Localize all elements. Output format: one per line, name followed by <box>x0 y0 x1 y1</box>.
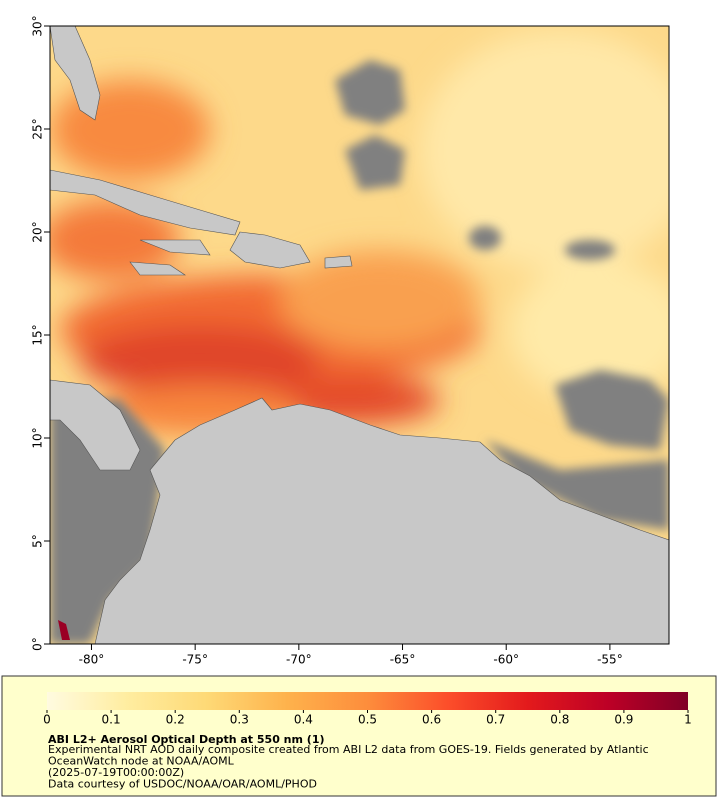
x-tick-label: -75° <box>182 653 208 667</box>
colorbar-tick-label: 0.9 <box>614 713 633 727</box>
caption-line: (2025-07-19T00:00:00Z) <box>48 766 184 779</box>
no-data <box>50 60 669 644</box>
axes: -80° -75° -70° -65° -60° -55° 0° 5° 10° 15° 20° 25°… <box>31 15 623 666</box>
y-tick-label: 20° <box>31 221 45 242</box>
y-tick-label: 30° <box>31 15 45 36</box>
x-tick-label: -80° <box>79 653 105 667</box>
x-tick-label: -60° <box>493 653 519 667</box>
y-tick-label: 25° <box>31 118 45 139</box>
caption: Experimental NRT AOD daily composite cre… <box>48 743 649 791</box>
caption-title: ABI L2+ Aerosol Optical Depth at 550 nm … <box>48 733 325 746</box>
y-tick-label: 15° <box>31 324 45 345</box>
y-tick-label: 10° <box>31 427 45 448</box>
colorbar-tick-label: 0.3 <box>230 713 249 727</box>
colorbar-tick-label: 0.2 <box>166 713 185 727</box>
colorbar-tick-label: 1 <box>684 713 692 727</box>
colorbar-tick-label: 0.8 <box>550 713 569 727</box>
map-area <box>50 26 669 644</box>
map-frame <box>49 25 670 645</box>
aod-patch <box>58 620 70 640</box>
colorbar-tick-label: 0.5 <box>358 713 377 727</box>
colorbar-tick-label: 0.4 <box>294 713 313 727</box>
x-tick-label: -65° <box>390 653 416 667</box>
colorbar-ticks: 0 0.1 0.2 0.3 0.4 0.5 0.6 0.7 0.8 0.9 1 <box>43 710 692 727</box>
aod-field <box>50 30 669 435</box>
y-tick-label: 5° <box>31 534 45 548</box>
caption-line: Experimental NRT AOD daily composite cre… <box>48 743 649 756</box>
caption-line: Data courtesy of USDOC/NOAA/OAR/AOML/PHO… <box>48 778 317 791</box>
caption-line: OceanWatch node at NOAA/AOML <box>48 755 235 768</box>
colorbar-tick-label: 0.7 <box>486 713 505 727</box>
colorbar-tick-label: 0.1 <box>102 713 121 727</box>
land <box>50 26 669 644</box>
colorbar-tick-label: 0.6 <box>422 713 441 727</box>
y-tick-label: 0° <box>31 637 45 651</box>
colorbar <box>47 692 688 710</box>
x-tick-label: -55° <box>597 653 623 667</box>
colorbar-tick-label: 0 <box>43 713 51 727</box>
x-tick-label: -70° <box>286 653 312 667</box>
